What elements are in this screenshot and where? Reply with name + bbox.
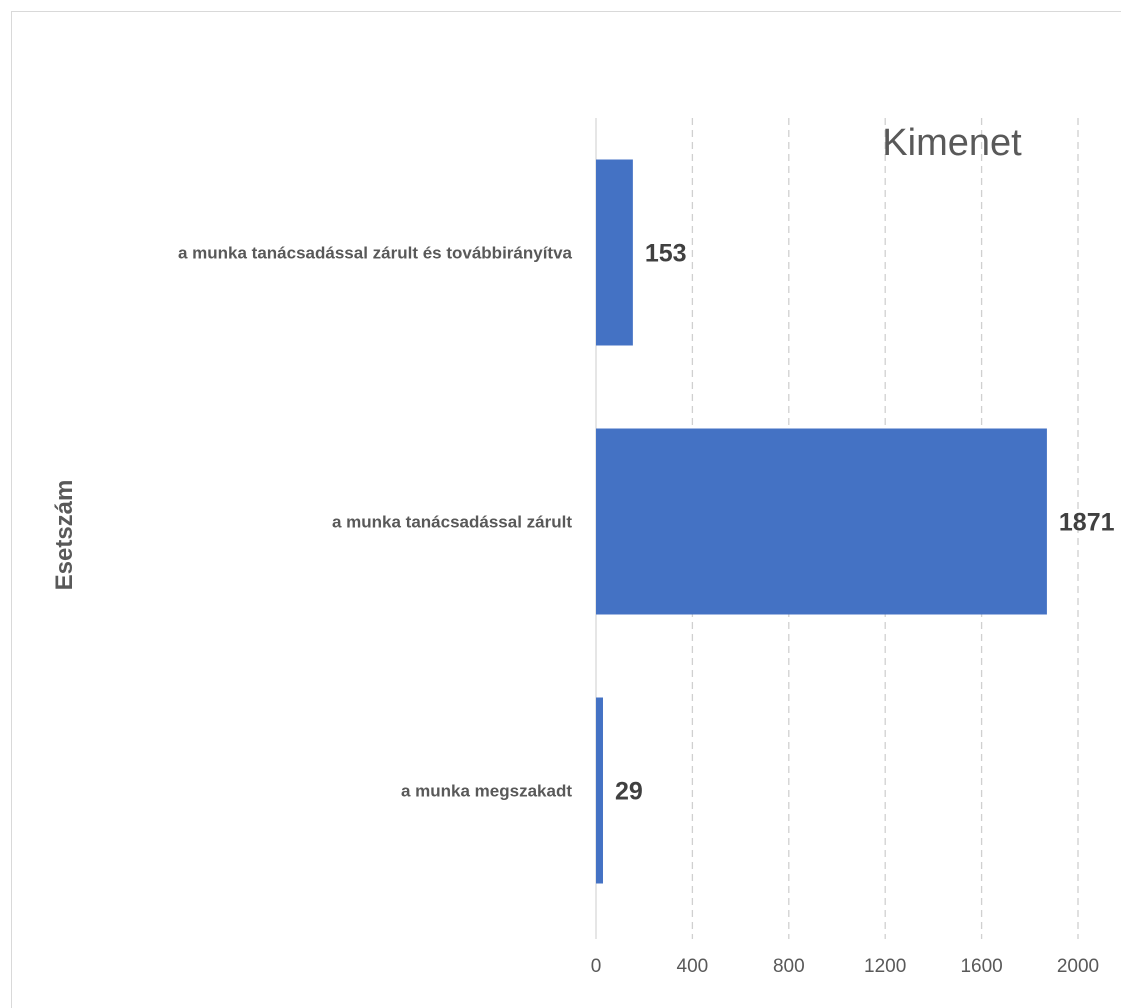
labels: 0 400 800 1200 1600 2000 a munka tanácsadással… — [178, 240, 1115, 978]
category-label: a munka tanácsadással zárult és továbbir… — [178, 244, 573, 263]
bars — [596, 159, 1047, 884]
y-axis-title: Esetszám — [51, 480, 78, 591]
x-tick-label: 2000 — [1057, 956, 1099, 977]
bar — [596, 159, 633, 346]
data-label: 29 — [615, 778, 643, 806]
bar — [596, 428, 1047, 615]
data-label: 153 — [645, 240, 687, 268]
x-tick-label: 800 — [773, 956, 805, 977]
bar — [596, 697, 603, 884]
category-label: a munka tanácsadással zárult — [332, 513, 572, 532]
chart-title: Kimenet — [882, 122, 1022, 164]
chart-frame — [11, 11, 1121, 1008]
x-tick-label: 0 — [591, 956, 602, 977]
x-tick-label: 1600 — [960, 956, 1002, 977]
category-label: a munka megszakadt — [401, 782, 572, 801]
x-tick-label: 400 — [677, 956, 709, 977]
x-tick-label: 1200 — [864, 956, 906, 977]
data-label: 1871 — [1059, 509, 1115, 537]
